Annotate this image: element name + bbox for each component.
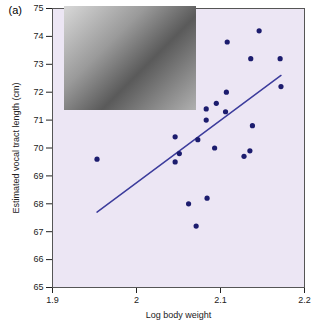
svg-text:65: 65	[33, 282, 43, 292]
svg-text:68: 68	[33, 199, 43, 209]
svg-text:(a): (a)	[9, 4, 22, 16]
svg-text:67: 67	[33, 227, 43, 237]
svg-text:75: 75	[33, 3, 43, 13]
svg-text:1.9: 1.9	[46, 295, 59, 305]
svg-text:69: 69	[33, 171, 43, 181]
svg-text:Estimated vocal tract length (: Estimated vocal tract length (cm)	[11, 82, 21, 213]
svg-text:2.2: 2.2	[298, 295, 311, 305]
svg-text:74: 74	[33, 31, 43, 41]
svg-text:2: 2	[134, 295, 139, 305]
svg-text:70: 70	[33, 143, 43, 153]
svg-text:71: 71	[33, 115, 43, 125]
svg-text:66: 66	[33, 254, 43, 264]
svg-text:2.1: 2.1	[214, 295, 227, 305]
svg-text:Log body weight: Log body weight	[146, 310, 212, 320]
svg-text:72: 72	[33, 87, 43, 97]
svg-text:73: 73	[33, 59, 43, 69]
